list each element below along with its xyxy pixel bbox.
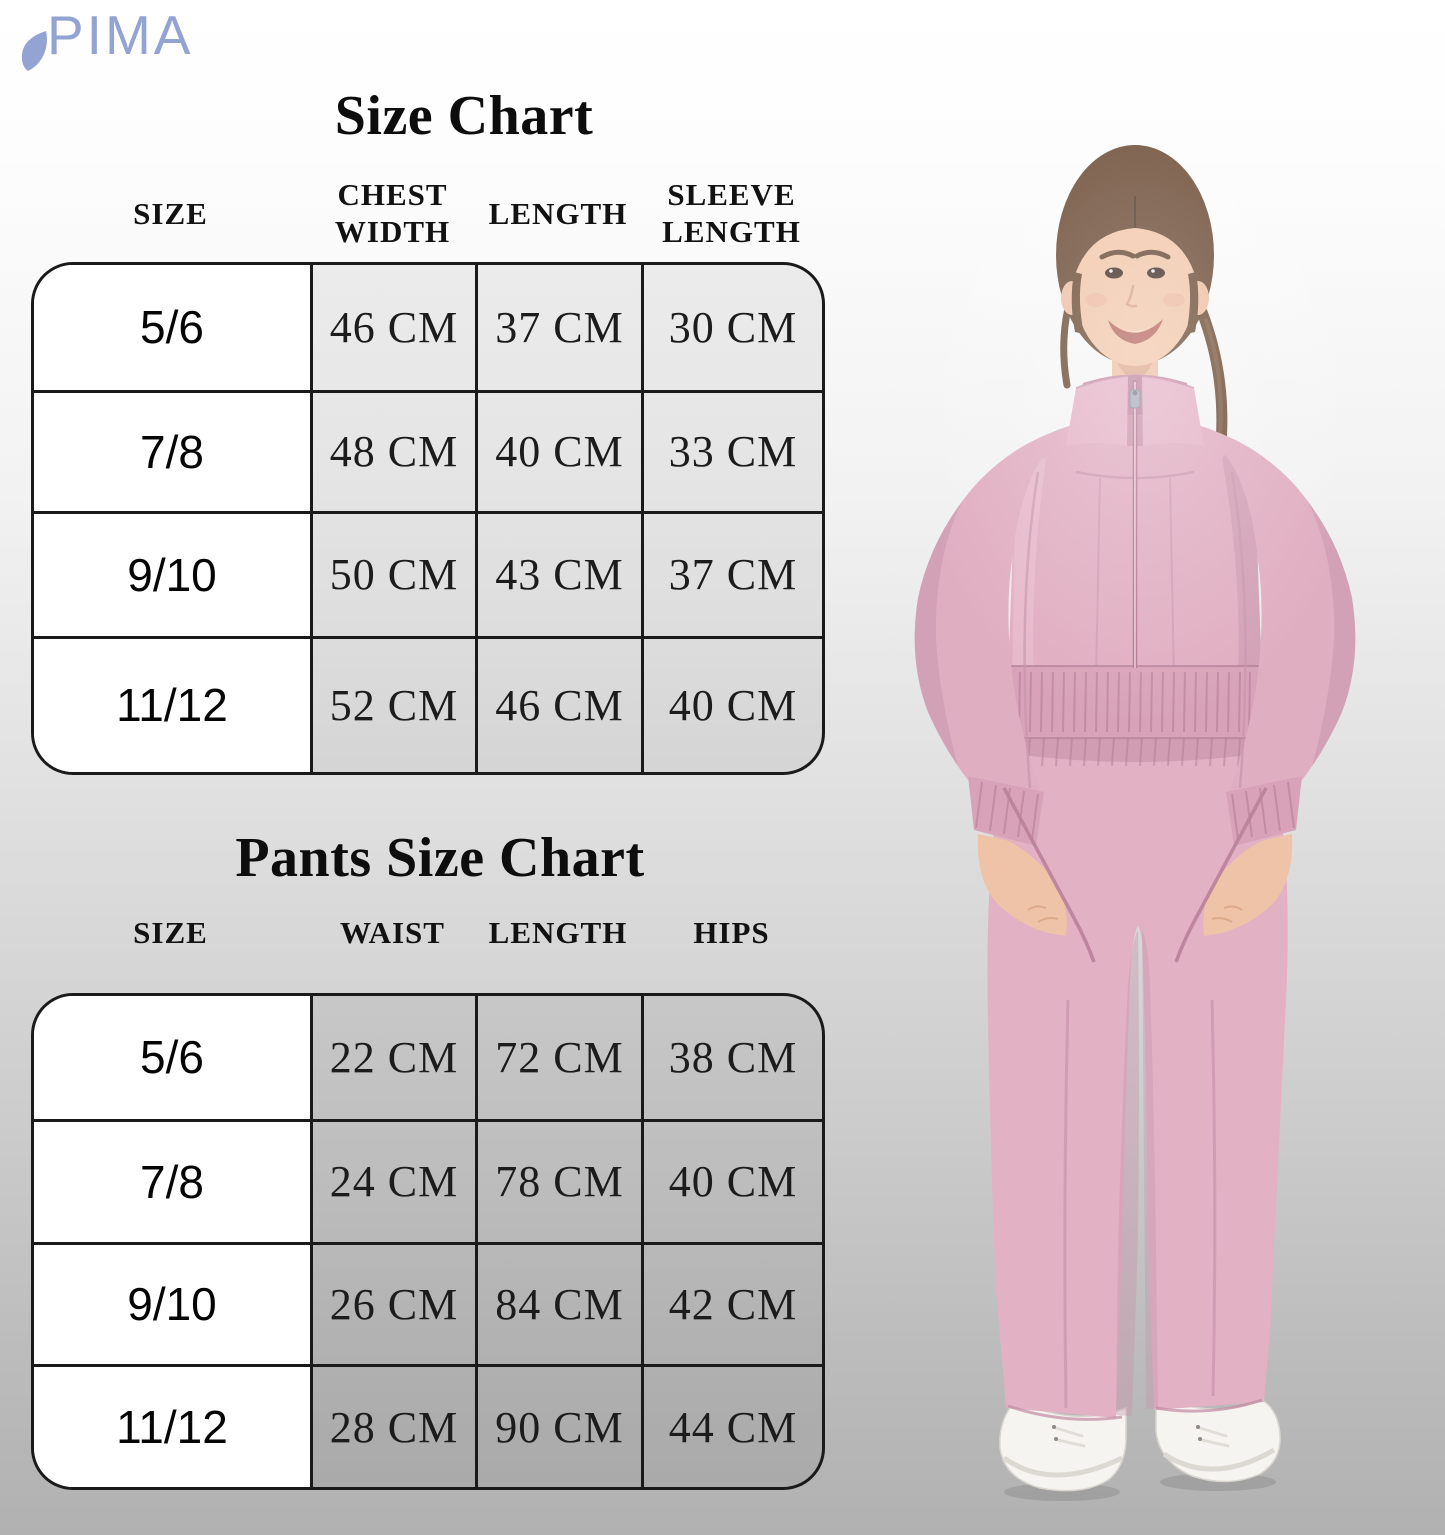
charts-column: Size Chart SIZE CHEST WIDTH LENGTH SLEEV…	[31, 0, 825, 1490]
size-cell: 7/8	[34, 389, 310, 512]
value-cell: 46 CM	[310, 265, 475, 390]
size-chart-headers: SIZE CHEST WIDTH LENGTH SLEEVE LENGTH	[31, 166, 825, 262]
value-cell: 44 CM	[641, 1364, 822, 1487]
column-header-waist: WAIST	[340, 914, 445, 950]
value-cell: 22 CM	[310, 996, 475, 1119]
hair-front	[1071, 196, 1199, 334]
column-header-sleeve-length: SLEEVE LENGTH	[662, 177, 801, 249]
column-header-hips: HIPS	[693, 914, 770, 950]
size-cell: 9/10	[34, 1241, 310, 1365]
size-cell: 7/8	[34, 1118, 310, 1242]
value-cell: 40 CM	[475, 389, 641, 512]
value-cell: 30 CM	[641, 265, 822, 390]
size-cell: 5/6	[34, 996, 310, 1119]
value-cell: 33 CM	[641, 389, 822, 512]
value-cell: 90 CM	[475, 1364, 641, 1487]
brand-name: PIMA	[47, 4, 194, 66]
jacket-waistband	[1006, 665, 1264, 762]
pants-size-chart-title: Pants Size Chart	[235, 827, 645, 889]
value-cell: 78 CM	[475, 1118, 641, 1242]
size-chart-table: 5/6 46 CM 37 CM 30 CM 7/8 48 CM 40 CM 33…	[31, 262, 825, 775]
leaf-icon	[21, 31, 47, 71]
jacket-collar	[1066, 375, 1204, 446]
column-header-size: SIZE	[133, 914, 208, 950]
value-cell: 26 CM	[310, 1241, 475, 1365]
pocket-seams	[1002, 787, 1268, 963]
value-cell: 84 CM	[475, 1241, 641, 1365]
value-cell: 37 CM	[641, 511, 822, 636]
girl-in-pink-tracksuit-illustration	[914, 145, 1356, 1501]
value-cell: 38 CM	[641, 996, 822, 1119]
face	[1074, 204, 1196, 366]
sneakers	[999, 1394, 1281, 1501]
column-header-size: SIZE	[133, 195, 208, 231]
column-header-length: LENGTH	[488, 195, 628, 231]
size-cell: 5/6	[34, 265, 310, 390]
size-cell: 9/10	[34, 511, 310, 636]
model-photo	[870, 140, 1430, 1535]
column-header-chest-width: CHEST WIDTH	[334, 177, 451, 249]
size-chart-title: Size Chart	[334, 85, 594, 147]
value-cell: 50 CM	[310, 511, 475, 636]
jacket-sleeves	[914, 424, 1356, 795]
value-cell: 43 CM	[475, 511, 641, 636]
value-cell: 52 CM	[310, 635, 475, 772]
zipper	[1129, 380, 1141, 668]
value-cell: 72 CM	[475, 996, 641, 1119]
value-cell: 48 CM	[310, 389, 475, 512]
value-cell: 24 CM	[310, 1118, 475, 1242]
value-cell: 46 CM	[475, 635, 641, 772]
value-cell: 40 CM	[641, 1118, 822, 1242]
value-cell: 40 CM	[641, 635, 822, 772]
pants-size-chart-table: 5/6 22 CM 72 CM 38 CM 7/8 24 CM 78 CM 40…	[31, 993, 825, 1490]
value-cell: 42 CM	[641, 1241, 822, 1365]
size-cell: 11/12	[34, 635, 310, 772]
hands	[977, 834, 1293, 936]
pants-chart-headers: SIZE WAIST LENGTH HIPS	[31, 902, 825, 964]
value-cell: 28 CM	[310, 1364, 475, 1487]
column-header-length: LENGTH	[488, 914, 628, 950]
brand-logo: PIMA	[20, 4, 194, 71]
size-cell: 11/12	[34, 1364, 310, 1487]
value-cell: 37 CM	[475, 265, 641, 390]
